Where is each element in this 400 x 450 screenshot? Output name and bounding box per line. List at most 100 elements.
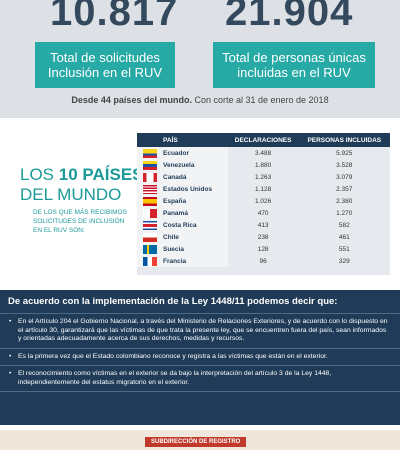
count: 470 [257,209,269,217]
count: 1.880 [255,161,272,169]
law-heading: De acuerdo con la implementación de la L… [0,290,400,314]
flag [143,196,157,206]
note-text: Con corte al 31 de enero de 2018 [194,95,329,105]
count: 2.357 [336,185,353,193]
country: España [163,197,187,205]
table-cell: 128 [228,243,299,255]
table-cell: Chile [137,231,228,243]
table-row: Ecuador 3.488 5.925 [137,147,390,159]
count: 461 [338,233,350,241]
table-cell: Panamá [137,207,228,219]
flag [143,208,157,218]
count: 329 [338,257,350,265]
table-cell: Francia [137,255,228,267]
ranking-subtitle: DE LOS QUE MÁS RECIBIMOS SOLICITUDES DE … [33,209,127,234]
table-body: Ecuador 3.488 5.925 Venezuela 1.880 3.528 Cana… [137,147,390,267]
country: Venezuela [163,161,195,169]
title-bold: 10 PAÍSES [58,165,144,184]
count: 1.128 [255,185,272,193]
count: 1.026 [255,197,272,205]
table-row: Estados Unidos 1.128 2.357 [137,183,390,195]
table-row: Chile 238 461 [137,231,390,243]
table-cell: Suecia [137,243,228,255]
table-cell: Ecuador [137,147,228,159]
table-cell: 3.079 [299,171,390,183]
ranking-title: LOS 10 PAÍSES DEL MUNDO [20,165,144,205]
stat-label: Total de solicitudes Inclusión en el RUV [35,42,175,88]
country: Francia [163,257,187,265]
count: 238 [257,233,269,241]
count: 3.079 [336,173,353,181]
table-cell: 470 [228,207,299,219]
country: Panamá [163,209,188,217]
ranking-table: PAÍS DECLARACIONES PERSONAS INCLUIDAS Ecua… [137,133,390,267]
count: 1.263 [255,173,272,181]
table-cell: 96 [228,255,299,267]
table-row: Francia 96 329 [137,255,390,267]
stat-number: 10.817 [50,0,179,34]
note-bold: Desde 44 países del mundo. [71,95,192,105]
count: 128 [257,245,269,253]
count: 413 [257,221,269,229]
count: 96 [259,257,267,265]
table-row: Panamá 470 1.270 [137,207,390,219]
count: 582 [338,221,350,229]
count: 5.925 [336,149,353,157]
table-cell: 1.128 [228,183,299,195]
header-cell: DECLARACIONES [227,133,299,147]
flag [143,232,157,242]
flag [143,244,157,254]
count: 1.270 [336,209,353,217]
table-cell: 329 [299,255,390,267]
country: Canadá [163,173,187,181]
table-cell: 1.263 [228,171,299,183]
count: 2.380 [336,197,353,205]
table-cell: 238 [228,231,299,243]
table-cell: 413 [228,219,299,231]
table-row: Venezuela 1.880 3.528 [137,159,390,171]
table-cell: 551 [299,243,390,255]
table-row: Suecia 128 551 [137,243,390,255]
table-cell: 1.880 [228,159,299,171]
table-cell: 1.026 [228,195,299,207]
table-cell: 3.528 [299,159,390,171]
table-row: Costa Rica 413 582 [137,219,390,231]
table-cell: Canadá [137,171,228,183]
country: Suecia [163,245,184,253]
stat-label: Total de personas únicas incluidas en el… [213,42,375,88]
header-cell: PAÍS [137,133,228,147]
count: 551 [338,245,350,253]
table-cell: 461 [299,231,390,243]
table-cell: Estados Unidos [137,183,228,195]
table-cell: Costa Rica [137,219,228,231]
country: Estados Unidos [163,185,213,193]
table-cell: 2.357 [299,183,390,195]
country: Costa Rica [163,221,197,229]
table-cell: Venezuela [137,159,228,171]
table-row: Canadá 1.263 3.079 [137,171,390,183]
flag [143,160,157,170]
title-end: DEL MUNDO [20,185,122,204]
law-panel: De acuerdo con la implementación de la L… [0,290,400,425]
footer-label: SUBDIRECCIÓN DE REGISTRO [145,437,247,447]
title-light: LOS [20,165,55,184]
table-cell: 582 [299,219,390,231]
count: 3.528 [336,161,353,169]
country: Chile [163,233,179,241]
law-list: En el Artículo 204 el Gobierno Nacional,… [0,314,400,392]
table-cell: España [137,195,228,207]
flag [143,256,157,266]
table-panel: PAÍS DECLARACIONES PERSONAS INCLUIDAS Ecua… [137,133,390,275]
table-cell: 3.488 [228,147,299,159]
table-cell: 2.380 [299,195,390,207]
header-cell: PERSONAS INCLUIDAS [298,133,390,147]
flag [143,172,157,182]
stat-number: 21.904 [225,0,354,34]
table-row: España 1.026 2.380 [137,195,390,207]
count: 3.488 [255,149,272,157]
note: Desde 44 países del mundo. Con corte al … [0,95,400,105]
law-bullet: El reconocimiento como víctimas en el ex… [0,366,400,392]
flag [143,148,157,158]
country: Ecuador [163,149,190,157]
